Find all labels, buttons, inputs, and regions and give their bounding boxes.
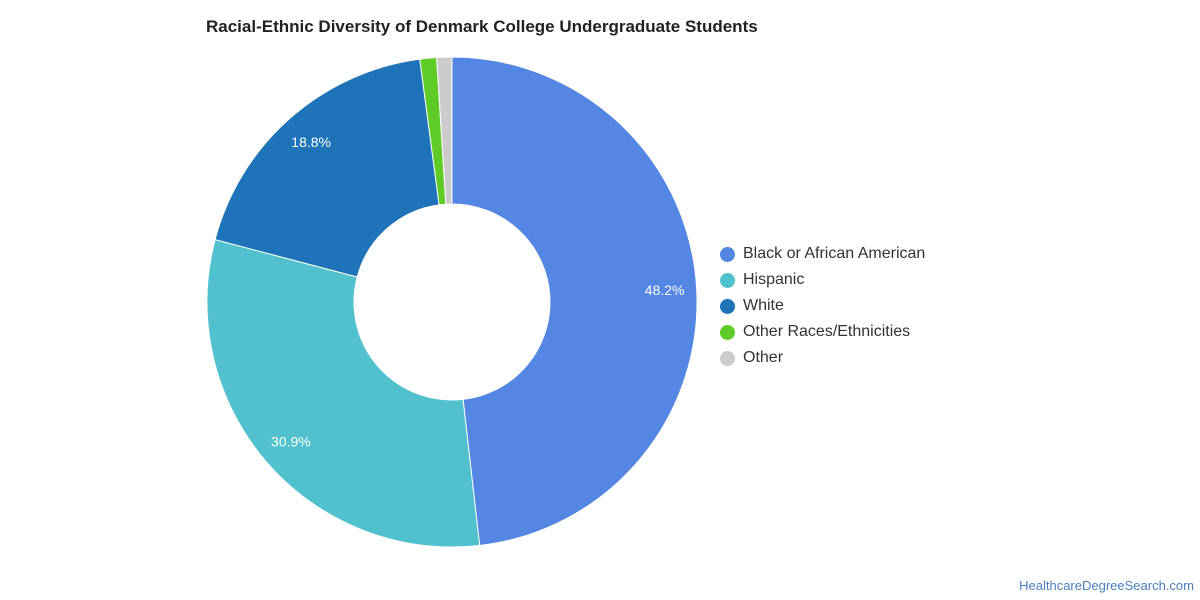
chart-legend: Black or African American Hispanic White Ot… [720,241,925,371]
legend-swatch [720,298,735,314]
donut-slice-4[interactable] [436,56,453,205]
donut-slice-0[interactable] [451,56,698,546]
legend-label: White [743,297,784,314]
source-link[interactable]: HealthcareDegreeSearch.com [1019,578,1194,593]
chart-title: Racial-Ethnic Diversity of Denmark Colle… [206,17,758,36]
legend-swatch [720,272,735,288]
legend-label: Black or African American [743,245,926,262]
legend-item-0[interactable]: Black or African American [720,241,925,267]
donut-slice-1[interactable] [206,238,481,548]
slice-data-label-1: 30.9% [271,433,311,449]
legend-swatch [720,350,735,366]
legend-label: Hispanic [743,271,805,288]
legend-item-3[interactable]: Other Races/Ethnicities [720,319,925,345]
slice-data-label-0: 48.2% [645,282,685,298]
legend-label: Other Races/Ethnicities [743,323,911,340]
legend-item-4[interactable]: Other [720,345,925,371]
legend-swatch [720,246,735,262]
donut-slice-2[interactable] [214,58,440,278]
slice-data-label-2: 18.8% [291,134,331,150]
legend-item-2[interactable]: White [720,293,925,319]
legend-item-1[interactable]: Hispanic [720,267,925,293]
legend-label: Other [743,349,784,366]
legend-swatch [720,324,735,340]
